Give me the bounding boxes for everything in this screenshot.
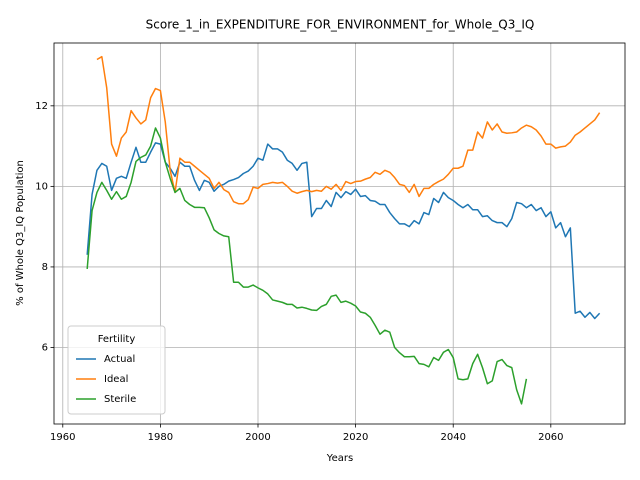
line-series: [86, 127, 528, 405]
y-axis-label: % of Whole Q3_IQ Population: [15, 160, 26, 306]
legend-label: Sterile: [104, 394, 136, 405]
y-tick-label: 10: [35, 181, 48, 192]
legend-title: Fertility: [98, 334, 136, 345]
y-tick-label: 6: [42, 342, 48, 353]
plot-frame: [53, 42, 626, 425]
x-tick-label: 2040: [440, 432, 465, 443]
x-tick-label: 1960: [50, 432, 75, 443]
chart-title: Score_1_in_EXPENDITURE_FOR_ENVIRONMENT_f…: [146, 18, 535, 32]
legend-label: Ideal: [104, 374, 128, 385]
y-tick-label: 12: [35, 101, 48, 112]
x-axis-label: Years: [326, 453, 353, 464]
legend-box: [67, 325, 166, 415]
x-tick-label: 2000: [245, 432, 270, 443]
x-tick-label: 2020: [343, 432, 368, 443]
line-series: [96, 55, 601, 205]
legend-label: Actual: [104, 354, 135, 365]
line-series: [86, 142, 601, 320]
x-tick-label: 1980: [148, 432, 173, 443]
y-tick-label: 8: [42, 262, 48, 273]
x-tick-label: 2060: [538, 432, 563, 443]
legend: Fertility Actual Ideal Sterile: [67, 325, 166, 415]
